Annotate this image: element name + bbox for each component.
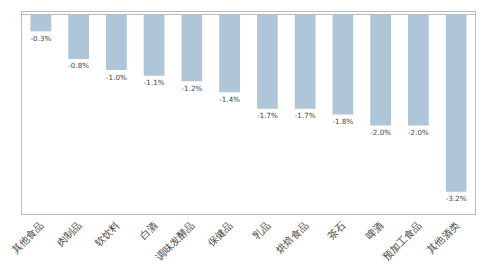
svg-text:-1.7%: -1.7% [257,111,278,120]
svg-text:-1.1%: -1.1% [144,78,165,87]
svg-text:烘焙食品: 烘焙食品 [274,219,310,255]
svg-text:-1.7%: -1.7% [295,111,316,120]
svg-text:预加工食品: 预加工食品 [380,219,423,262]
svg-text:白酒: 白酒 [137,219,159,241]
svg-text:其他酒类: 其他酒类 [425,219,461,255]
svg-text:-1.4%: -1.4% [219,95,240,104]
svg-text:-0.3%: -0.3% [31,34,52,43]
svg-text:乳品: 乳品 [250,219,272,241]
svg-text:-1.2%: -1.2% [182,84,203,93]
svg-text:保健品: 保健品 [206,219,235,248]
svg-text:调味发酵品: 调味发酵品 [154,219,197,262]
svg-text:-1.0%: -1.0% [106,73,127,82]
svg-text:软饮料: 软饮料 [92,219,121,248]
svg-text:啤酒: 啤酒 [364,219,386,241]
svg-text:肉制品: 肉制品 [55,219,84,248]
svg-text:茶石: 茶石 [326,219,348,241]
svg-text:其他食品: 其他食品 [10,219,46,255]
svg-text:-1.8%: -1.8% [333,117,354,126]
svg-text:-2.0%: -2.0% [370,128,391,137]
svg-text:-0.8%: -0.8% [68,61,89,70]
svg-text:-2.0%: -2.0% [408,128,429,137]
svg-text:-3.2%: -3.2% [446,194,467,203]
